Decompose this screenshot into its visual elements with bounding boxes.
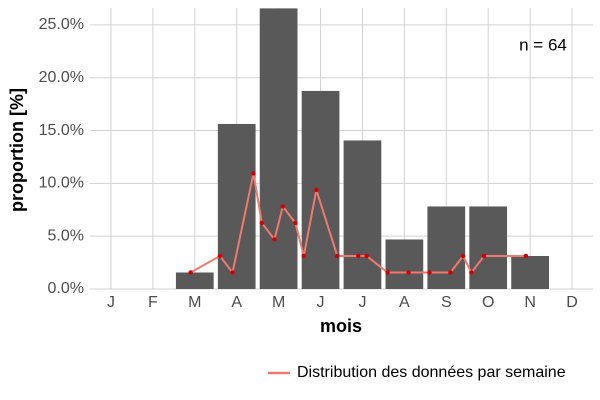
- x-tick-label: M: [188, 294, 201, 311]
- y-tick-label: 20.0%: [39, 69, 84, 86]
- point: [469, 270, 474, 275]
- point: [356, 253, 361, 259]
- point: [301, 253, 306, 259]
- point: [385, 270, 390, 275]
- annotation: n = 64: [519, 35, 567, 54]
- point: [314, 187, 319, 193]
- point: [481, 253, 487, 259]
- point: [364, 253, 369, 259]
- x-tick-label: O: [482, 294, 494, 311]
- point: [217, 253, 223, 259]
- point: [460, 253, 466, 259]
- bar: [511, 255, 549, 289]
- x-tick-label: N: [524, 294, 536, 311]
- point: [259, 220, 265, 226]
- point: [272, 237, 277, 242]
- bar: [343, 140, 382, 289]
- x-tick-label: J: [107, 294, 115, 311]
- point: [188, 270, 193, 275]
- y-axis-title: proportion [%]: [7, 88, 27, 212]
- x-tick-label: M: [272, 294, 285, 311]
- bar: [385, 239, 424, 289]
- x-tick-label: S: [441, 294, 452, 311]
- y-tick-label: 0.0%: [48, 280, 84, 297]
- bar: [469, 206, 508, 289]
- bar: [427, 206, 466, 289]
- y-tick-label: 15.0%: [39, 122, 84, 139]
- bar: [301, 90, 340, 289]
- y-tick-label: 10.0%: [39, 175, 84, 192]
- point: [427, 270, 432, 275]
- point: [230, 270, 235, 275]
- point: [406, 270, 411, 275]
- y-tick-label: 5.0%: [48, 227, 84, 244]
- point: [251, 171, 256, 176]
- point: [523, 253, 529, 259]
- point: [293, 220, 298, 226]
- x-tick-label: J: [317, 294, 325, 311]
- bar: [217, 123, 256, 290]
- x-tick-label: J: [358, 294, 366, 311]
- point: [280, 204, 286, 209]
- x-axis-title: mois: [320, 316, 362, 336]
- y-tick-label: 25.0%: [39, 16, 84, 33]
- x-tick-label: A: [399, 294, 410, 311]
- legend-label: Distribution des données par semaine: [297, 364, 566, 381]
- x-tick-label: D: [566, 294, 578, 311]
- point: [335, 253, 340, 259]
- x-tick-label: F: [148, 294, 158, 311]
- x-tick-label: A: [231, 294, 242, 311]
- point: [448, 270, 453, 275]
- bar: [175, 272, 214, 289]
- bar: [259, 8, 298, 289]
